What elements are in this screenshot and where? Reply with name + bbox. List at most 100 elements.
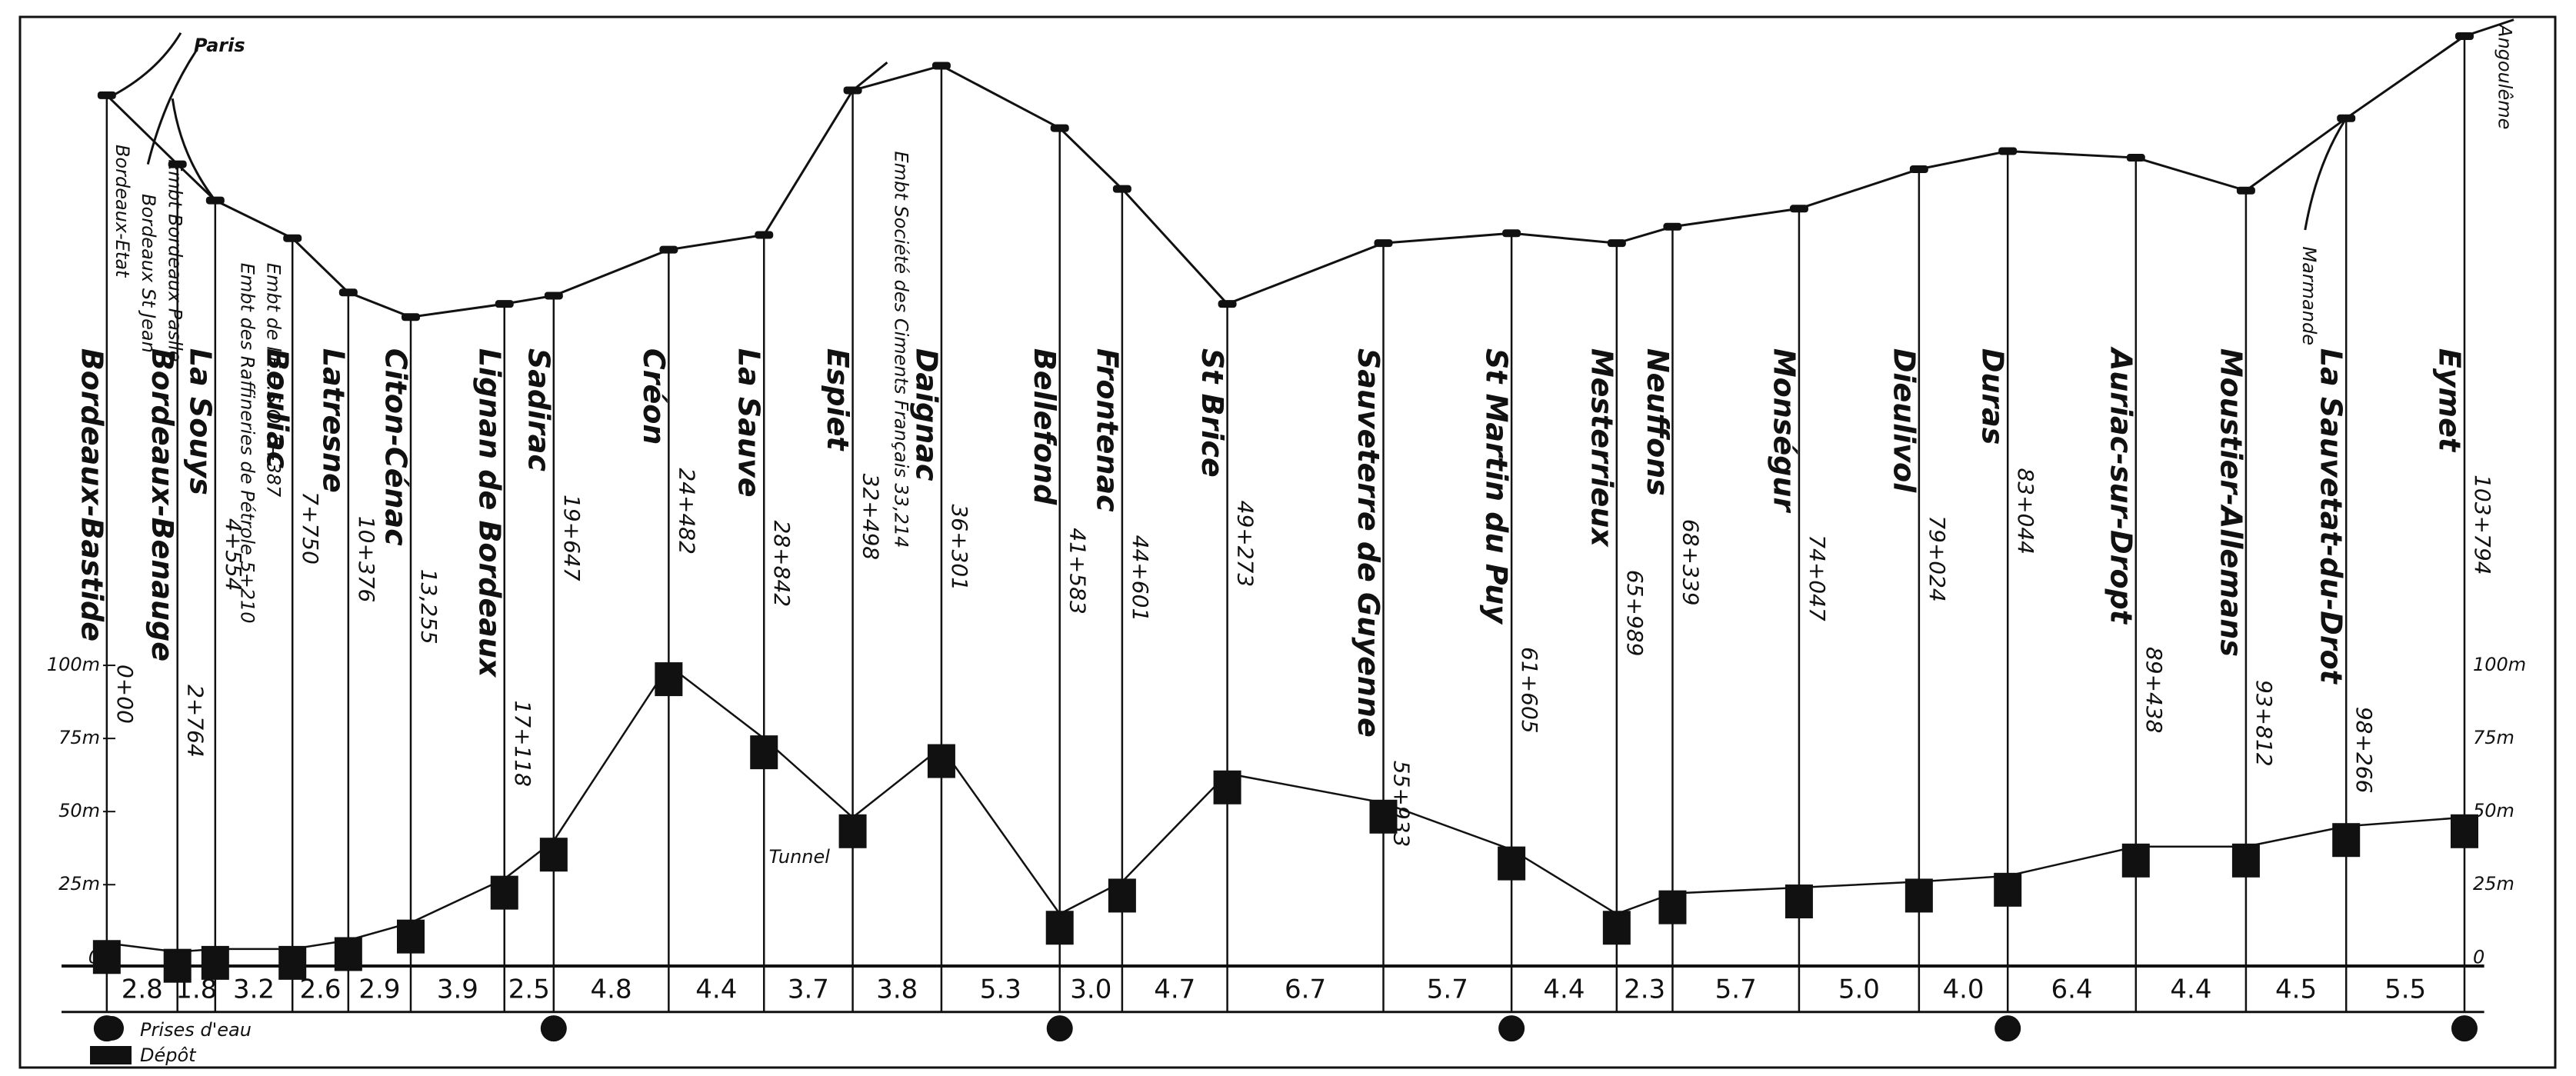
station-km: 74+047 <box>1805 535 1830 621</box>
station-mark <box>659 245 678 254</box>
plan-line <box>105 18 2514 318</box>
station-name: Bouliac <box>261 348 295 469</box>
station-mark <box>402 313 420 321</box>
annotation-raffineries: Embt des Raffineries de Pétrole 5+210 <box>236 263 258 624</box>
distance: 2.8 <box>122 974 163 1005</box>
station-km: 17+118 <box>510 700 535 787</box>
station-mark <box>97 91 116 99</box>
elevation-label-right: 0 <box>2473 946 2484 968</box>
station-elevation <box>1994 872 2022 907</box>
station-elevation <box>163 948 192 983</box>
station-km: 65+989 <box>1622 570 1648 657</box>
station-mark <box>1374 239 1393 248</box>
water-intake <box>2451 1015 2478 1042</box>
station-name: Daignac <box>909 348 943 481</box>
station-elevation <box>1785 884 1813 919</box>
station-name: Dieulivol <box>1887 348 1921 493</box>
station-elevation <box>201 945 229 980</box>
station-km: 93+812 <box>2251 680 2277 767</box>
station-name: Lignan de Bordeaux <box>472 348 506 678</box>
station-km: 28+842 <box>769 521 795 608</box>
elevation-label-left: 50m <box>58 800 100 821</box>
elevation-label-right: 75m <box>2473 727 2514 748</box>
station-mark <box>843 86 862 95</box>
station-mark <box>755 231 774 239</box>
station-km: 98+266 <box>2351 707 2377 794</box>
water-intake <box>1498 1015 1525 1042</box>
station-elevation <box>490 875 518 910</box>
distance: 2.5 <box>508 974 550 1005</box>
branch-marmande <box>2304 117 2348 231</box>
distance: 5.7 <box>1715 974 1757 1005</box>
station-km: 103+794 <box>2470 475 2495 575</box>
station-mark <box>2337 114 2356 122</box>
station-elevation <box>334 937 362 971</box>
annotation-bordeaux-etat: Bordeaux-Etat <box>112 145 133 278</box>
station-mark <box>2236 186 2255 195</box>
station-mark <box>338 288 358 297</box>
distance: 2.3 <box>1624 974 1665 1005</box>
station-name: Bordeaux-Benauge <box>145 348 179 661</box>
station-km: 61+605 <box>1517 647 1542 734</box>
distance: 2.6 <box>299 974 341 1005</box>
station-mark <box>168 160 187 168</box>
station-elevation <box>1045 911 1074 945</box>
station-elevation <box>1905 878 1933 913</box>
station-mark <box>1607 239 1626 248</box>
station-mark <box>2126 154 2145 162</box>
station-elevation <box>2231 843 2260 878</box>
station-name: St Brice <box>1195 348 1229 478</box>
distance: 4.8 <box>591 974 632 1005</box>
station-name: Latresne <box>316 348 350 493</box>
station-elevation <box>1108 878 1136 913</box>
annotation-marmande: Marmande <box>2298 246 2320 345</box>
station-km: 32+498 <box>858 474 884 561</box>
station-km: 4+554 <box>221 518 246 591</box>
station-km: 13,255 <box>416 569 442 645</box>
station-elevation <box>278 945 307 980</box>
annotation-eeso: Embt de l'E.E.S.O. 5+387 <box>263 263 285 498</box>
distance: 4.4 <box>695 974 737 1005</box>
station-mark <box>1050 124 1069 132</box>
station-km: 10+376 <box>354 516 379 603</box>
station-elevation <box>838 814 867 848</box>
station-name: Créon <box>637 348 671 445</box>
distance: 4.4 <box>1543 974 1585 1005</box>
station-name: Citon-Cénac <box>379 348 413 546</box>
branch-ciments <box>851 62 888 92</box>
station-elevation <box>1498 846 1526 881</box>
annotation-bordeaux-st-jean: Bordeaux St Jean <box>138 194 159 353</box>
station-name: Frontenac <box>1090 348 1124 512</box>
station-name: Mesterrieux <box>1585 348 1618 548</box>
water-intake <box>540 1015 567 1042</box>
distance: 5.7 <box>1427 974 1468 1005</box>
station-name: Neuffons <box>1641 348 1675 496</box>
distance: 4.5 <box>2275 974 2317 1005</box>
station-km: 68+339 <box>1678 519 1703 606</box>
station-mark <box>1112 185 1131 193</box>
station-mark <box>1663 222 1682 231</box>
station-name: Sadirac <box>522 348 555 472</box>
distance: 1.8 <box>175 974 217 1005</box>
station-name: Moustier-Allemans <box>2214 348 2248 657</box>
elevation-label-left: 75m <box>58 727 100 748</box>
annotation-bordeaux-paslle: Embt Bordeaux Paslle <box>164 159 185 361</box>
station-name: Monségur <box>1767 348 1801 514</box>
station-name: St Martin du Puy <box>1480 348 1514 625</box>
station-mark <box>1909 165 1928 174</box>
legend-depot-swatch <box>90 1046 132 1064</box>
station-km: 2+764 <box>183 685 208 758</box>
distance: 3.9 <box>437 974 478 1005</box>
station-elevation <box>539 838 568 872</box>
station-mark <box>931 62 951 70</box>
station-name: Sauveterre de Guyenne <box>1351 348 1385 738</box>
distance: 4.7 <box>1154 974 1195 1005</box>
water-intake <box>93 1015 120 1042</box>
water-intake <box>1994 1015 2021 1042</box>
station-km: 7+750 <box>298 491 323 565</box>
station-name: Auriac-sur-Dropt <box>2104 346 2138 625</box>
station-elevation <box>2451 814 2478 848</box>
annotation-paris: Paris <box>194 35 245 56</box>
